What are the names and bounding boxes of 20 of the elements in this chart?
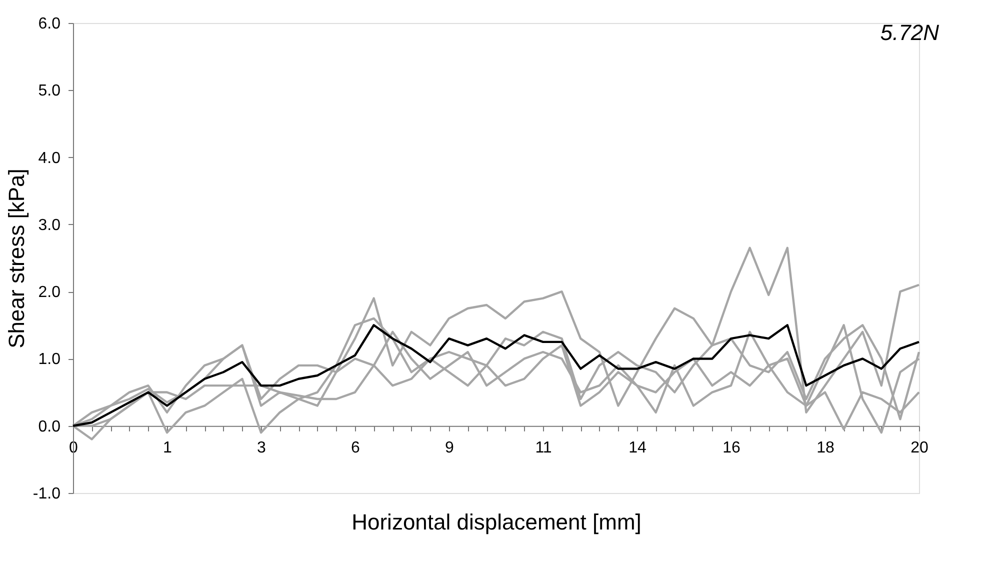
x-tick-label: 18 [816, 439, 834, 456]
x-tick-label: 14 [628, 439, 646, 456]
x-axis-title: Horizontal displacement [mm] [352, 510, 642, 534]
y-axis-title: Shear stress [kPa] [4, 168, 29, 348]
x-tick-label: 6 [351, 439, 360, 456]
y-tick-label: 0.0 [38, 418, 61, 436]
annotation: 5.72N [880, 20, 940, 45]
x-tick-label: 20 [910, 439, 928, 456]
x-tick-label: 16 [722, 439, 740, 456]
y-tick-label: 6.0 [38, 16, 61, 32]
y-tick-label: 1.0 [38, 351, 61, 368]
y-tick-label: 2.0 [38, 284, 61, 302]
x-tick-label: 1 [163, 439, 172, 456]
y-tick-label: -1.0 [32, 486, 61, 502]
x-tick-label: 11 [535, 439, 552, 456]
y-tick-label: 3.0 [38, 216, 61, 234]
y-tick-label: 5.0 [38, 82, 61, 100]
y-tick-label: 4.0 [38, 150, 61, 167]
x-tick-label: 3 [257, 439, 266, 456]
x-tick-label: 9 [445, 439, 454, 456]
